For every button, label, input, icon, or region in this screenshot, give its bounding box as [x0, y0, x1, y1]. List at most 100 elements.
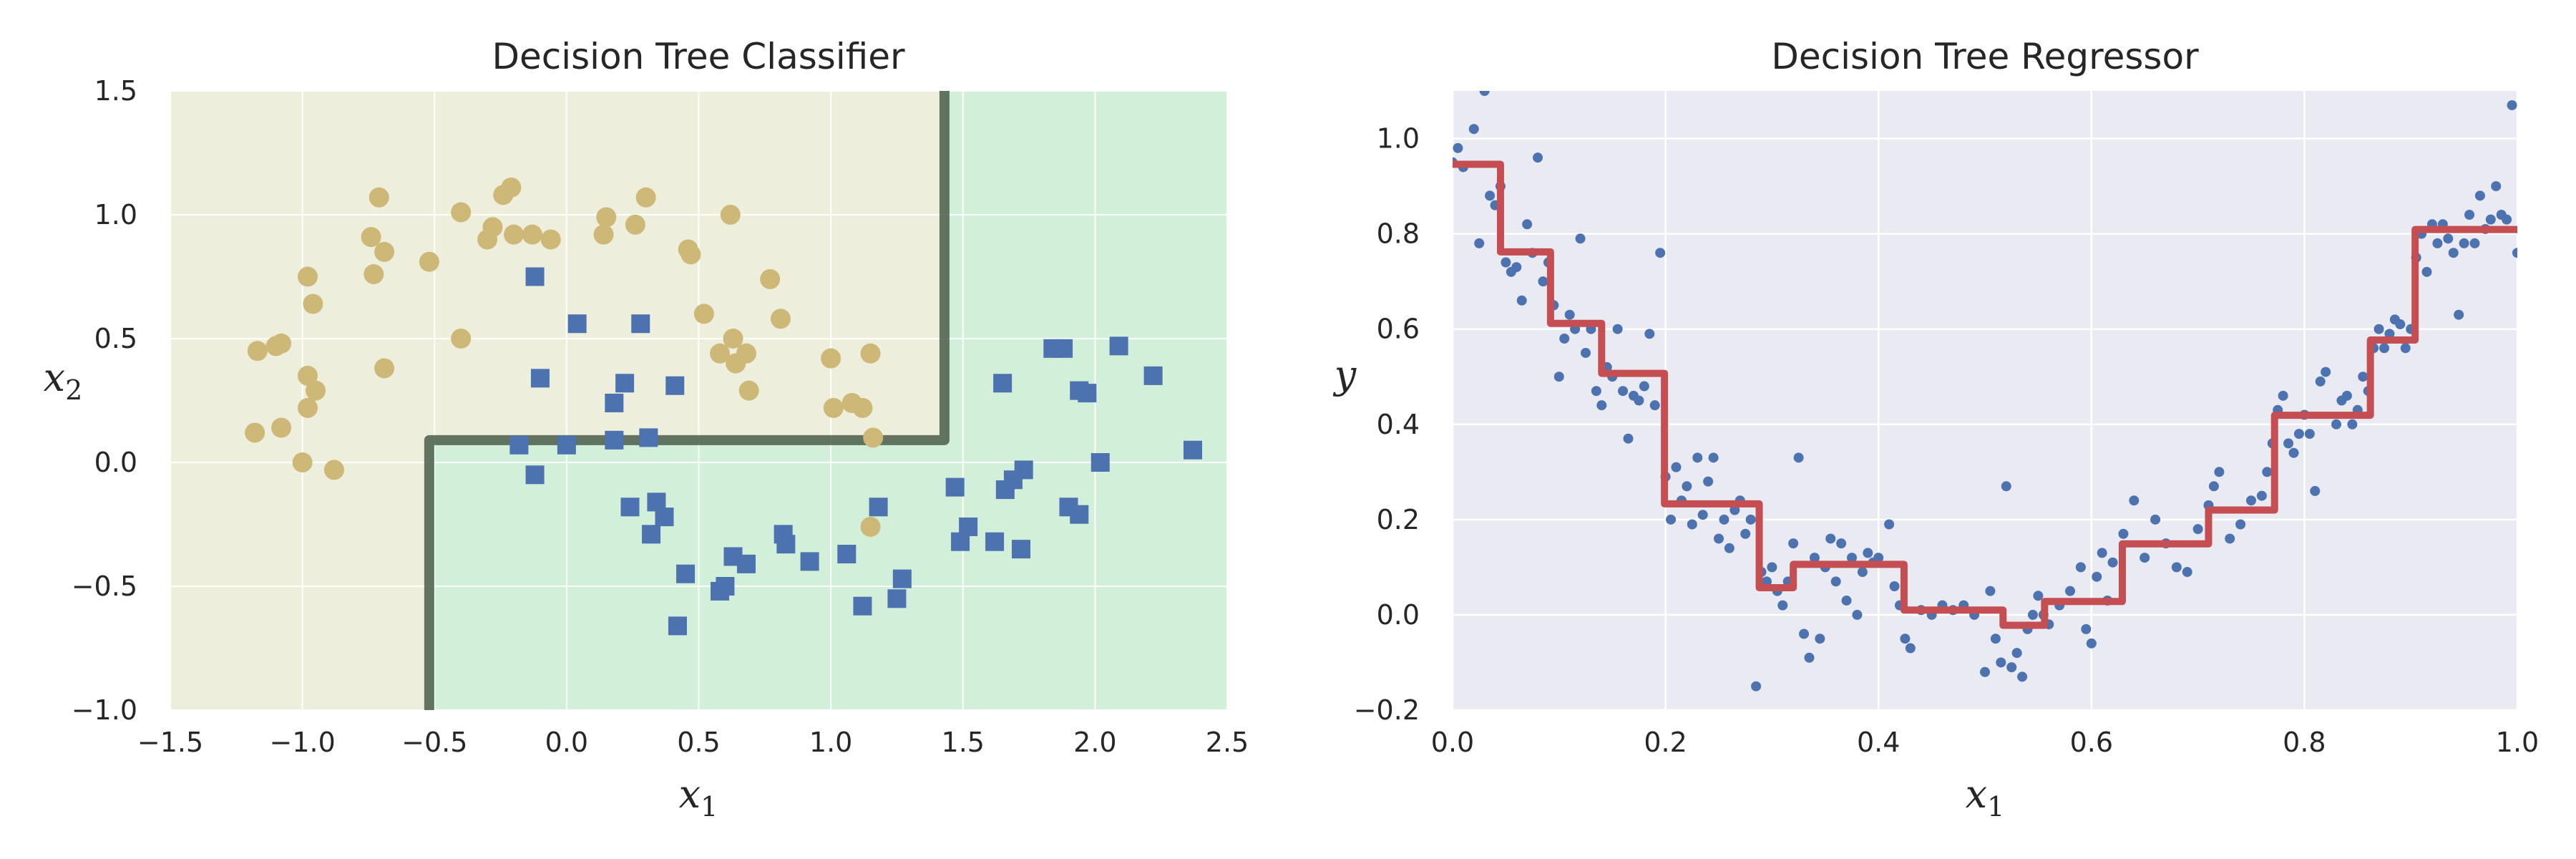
class-1-point: [615, 374, 635, 393]
x-tick-label: 2.0: [1073, 727, 1116, 758]
class-1-point: [892, 569, 912, 588]
x-tick-label: 0.6: [2070, 727, 2113, 758]
data-point: [2017, 671, 2028, 682]
y-tick-label: 0.5: [94, 323, 137, 354]
data-point: [1767, 562, 1777, 573]
class-0-point: [451, 329, 472, 349]
data-point: [1841, 595, 1852, 606]
class-1-point: [668, 616, 687, 636]
regressor-chart: 0.0 0.2 0.4 0.6 0.8 1.0 −0.2 0.0 0.2 0.4 0.6 0.8 1.…: [1333, 36, 2539, 822]
data-point: [2315, 376, 2326, 387]
class-1-point: [676, 564, 696, 583]
data-point: [2384, 329, 2395, 339]
class-0-point: [298, 397, 318, 418]
data-point: [2491, 181, 2502, 192]
x-tick-label: 0.0: [545, 727, 588, 758]
class-0-point: [635, 187, 656, 208]
class-1-point: [605, 430, 624, 450]
prediction-step-line: [1453, 160, 2517, 629]
class-0-point: [540, 229, 561, 250]
data-point: [2171, 562, 2182, 573]
class-1-point: [1143, 366, 1163, 385]
data-point: [2469, 238, 2480, 248]
data-point: [1788, 538, 1799, 549]
decision-boundary-line: [424, 91, 950, 710]
y-tick-label: 1.0: [94, 199, 137, 230]
data-point: [1830, 576, 1841, 587]
class-1-point: [945, 477, 965, 497]
data-point: [2304, 429, 2315, 440]
class-1-point: [642, 525, 661, 544]
data-point: [2027, 609, 2038, 620]
class-1-point: [800, 552, 819, 571]
classifier-y-tick-labels: −1.0 −0.5 0.0 0.5 1.0 1.5: [72, 75, 137, 726]
data-point: [2118, 528, 2129, 539]
y-tick-label: −0.5: [72, 571, 137, 602]
class-1-point: [1011, 540, 1030, 559]
regressor-y-axis-label: y: [1333, 352, 1357, 397]
class-1-point: [530, 369, 550, 388]
data-point: [2347, 419, 2358, 430]
x-tick-label: −1.5: [137, 727, 203, 758]
class-1-point: [716, 577, 735, 596]
data-point: [2107, 557, 2118, 568]
data-point: [2256, 490, 2267, 501]
data-point: [1761, 576, 1772, 587]
data-point: [1703, 476, 1714, 487]
class-1-point: [1091, 453, 1110, 472]
y-tick-label: 1.0: [1377, 123, 1420, 155]
regressor-prediction-line: [1453, 160, 2517, 629]
data-point: [1815, 634, 1825, 644]
data-point: [1474, 238, 1485, 248]
class-0-point: [245, 422, 265, 443]
data-point: [1575, 233, 1586, 244]
data-point: [1799, 629, 1810, 639]
class-0-point: [271, 333, 292, 354]
data-point: [2331, 419, 2342, 430]
data-point: [2011, 648, 2022, 659]
class-1-point: [639, 428, 658, 447]
data-point: [1751, 681, 1762, 691]
data-point: [1697, 510, 1708, 520]
data-point: [2283, 438, 2294, 449]
data-point: [2502, 214, 2512, 225]
y-tick-label: 0.2: [1377, 504, 1420, 535]
class-1-point: [985, 532, 1005, 551]
data-point: [1996, 657, 2006, 668]
class-0-point: [522, 224, 542, 245]
data-point: [1990, 634, 2001, 644]
data-point: [2097, 548, 2107, 558]
data-point: [2278, 390, 2288, 401]
class-0-point: [504, 224, 525, 245]
data-point: [1863, 548, 1873, 558]
y-tick-label: 0.6: [1377, 314, 1420, 345]
regressor-plot-background: [1453, 91, 2517, 710]
data-point: [1708, 452, 1719, 463]
data-point: [1884, 519, 1895, 530]
class-1-point: [959, 517, 978, 536]
data-point: [1666, 514, 1677, 525]
data-point: [2400, 343, 2411, 354]
class-0-point: [720, 205, 741, 225]
data-point: [2379, 343, 2389, 354]
class-1-point: [837, 545, 857, 564]
data-point: [1852, 609, 1863, 620]
data-point: [1522, 219, 1533, 230]
data-point: [1671, 462, 1682, 472]
data-point: [2358, 372, 2368, 382]
class-0-point: [501, 177, 522, 198]
data-point: [2288, 447, 2299, 458]
data-point: [1596, 400, 1607, 411]
class-0-point: [292, 452, 313, 472]
y-tick-label: 0.4: [1377, 409, 1420, 440]
class-1-point: [525, 465, 545, 485]
data-point: [2293, 429, 2304, 440]
x-tick-label: 2.5: [1206, 727, 1249, 758]
class-1-point: [567, 314, 587, 334]
x-tick-label: 1.5: [942, 727, 985, 758]
data-point: [1649, 400, 1660, 411]
class-0-point: [680, 244, 701, 265]
class-1-point: [509, 435, 529, 455]
data-point: [2092, 571, 2102, 582]
data-point: [1692, 452, 1703, 463]
